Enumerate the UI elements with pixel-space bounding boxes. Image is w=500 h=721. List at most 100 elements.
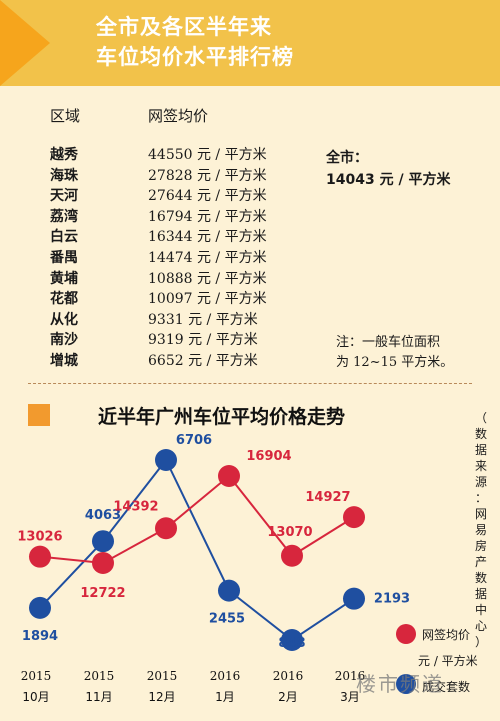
table-row: 从化 9331 元 / 平方米 bbox=[50, 310, 490, 331]
table-row: 增城 6652 元 / 平方米 bbox=[50, 351, 490, 372]
x-tick-label: 11月 bbox=[85, 690, 112, 704]
row-price: 14474 元 / 平方米 bbox=[148, 249, 267, 266]
header-area: 区域 bbox=[50, 107, 81, 125]
header-price: 网签均价 bbox=[148, 107, 209, 125]
x-tick-label: 1月 bbox=[215, 690, 235, 704]
legend-price-label: 网签均价 bbox=[422, 628, 471, 642]
price-series-data-label: 12722 bbox=[80, 586, 125, 601]
source-char: 源 bbox=[474, 475, 487, 489]
row-area: 越秀 bbox=[50, 147, 78, 163]
chart-title-marker-icon bbox=[28, 404, 50, 426]
table-header: 区域 网签均价 bbox=[50, 101, 470, 129]
x-tick-label: 10月 bbox=[22, 690, 49, 704]
price-series-point bbox=[281, 544, 303, 567]
price-series-data-label: 16904 bbox=[246, 449, 291, 464]
row-area: 南沙 bbox=[50, 332, 78, 349]
legend-unit-label: 元 / 平方米 bbox=[418, 654, 478, 668]
price-series-data-label: 13026 bbox=[17, 530, 62, 545]
price-series-data-label: 14927 bbox=[305, 490, 350, 505]
row-area: 海珠 bbox=[50, 167, 78, 184]
row-price: 10888 元 / 平方米 bbox=[148, 270, 267, 287]
note-line-2: 为 12~15 平方米。 bbox=[336, 355, 454, 370]
table-row: 黄埔 10888 元 / 平方米 bbox=[50, 269, 490, 290]
volume-series-point bbox=[92, 530, 114, 553]
header-banner: 全市及各区半年来 车位均价水平排行榜 bbox=[0, 0, 500, 86]
title-line-2: 车位均价水平排行榜 bbox=[96, 45, 294, 69]
row-area: 增城 bbox=[50, 352, 78, 369]
footnote: 注：一般车位面积 为 12~15 平方米。 bbox=[336, 333, 453, 373]
x-tick-label: 2016 bbox=[273, 669, 304, 683]
volume-series-point bbox=[29, 596, 51, 619]
volume-series-data-label: 2455 bbox=[209, 612, 245, 627]
note-line-1: 注：一般车位面积 bbox=[336, 335, 441, 350]
source-char: （ bbox=[474, 411, 487, 425]
row-area: 白云 bbox=[50, 229, 78, 246]
volume-series-point bbox=[155, 449, 177, 471]
row-price: 16794 元 / 平方米 bbox=[148, 208, 267, 225]
row-price: 10097 元 / 平方米 bbox=[148, 291, 267, 308]
table-row: 南沙 9319 元 / 平方米 bbox=[50, 330, 490, 351]
table-row: 荔湾 16794 元 / 平方米 bbox=[50, 207, 490, 228]
row-area: 天河 bbox=[50, 188, 78, 205]
x-tick-label: 2月 bbox=[278, 690, 298, 704]
source-char: 来 bbox=[474, 459, 487, 473]
row-area: 番禺 bbox=[50, 249, 78, 266]
row-price: 6652 元 / 平方米 bbox=[148, 352, 258, 369]
legend-volume-label: 成交套数 bbox=[422, 680, 471, 694]
row-area: 花都 bbox=[50, 291, 78, 308]
watermark: 楼市频道 bbox=[356, 672, 444, 696]
row-price: 44550 元 / 平方米 bbox=[148, 147, 267, 163]
source-char: 数 bbox=[474, 427, 487, 441]
volume-series-point bbox=[343, 587, 365, 610]
x-tick-label: 12月 bbox=[148, 690, 175, 704]
source-char: 产 bbox=[474, 555, 487, 569]
x-tick-label: 3月 bbox=[340, 690, 360, 704]
title-line-1: 全市及各区半年来 bbox=[96, 15, 272, 39]
row-price: 27644 元 / 平方米 bbox=[148, 188, 267, 205]
table-row: 天河 27644 元 / 平方米 bbox=[50, 186, 490, 207]
x-tick-label: 2016 bbox=[210, 669, 241, 683]
row-price: 27828 元 / 平方米 bbox=[148, 167, 267, 184]
source-char: ） bbox=[474, 635, 487, 649]
price-series-point bbox=[29, 545, 51, 568]
price-trend-chart: 1894 4063 6706 2455 848 2193 13026 12722 14392 16… bbox=[17, 433, 410, 704]
source-char: ： bbox=[474, 491, 487, 505]
price-series-point bbox=[218, 465, 240, 487]
section-divider bbox=[28, 383, 472, 384]
table-row: 花都 10097 元 / 平方米 bbox=[50, 289, 490, 310]
x-tick-label: 2015 bbox=[21, 669, 52, 683]
price-series-point bbox=[92, 552, 114, 574]
source-char: 据 bbox=[474, 587, 487, 601]
source-char: 易 bbox=[474, 523, 487, 537]
source-char: 中 bbox=[474, 603, 487, 617]
source-char: 数 bbox=[474, 571, 487, 585]
source-char: 心 bbox=[474, 619, 487, 633]
row-price: 9331 元 / 平方米 bbox=[148, 311, 258, 328]
volume-series-point bbox=[281, 629, 303, 651]
x-tick-label: 2015 bbox=[147, 669, 178, 683]
legend-price-dot bbox=[396, 624, 416, 644]
x-tick-label: 2015 bbox=[84, 669, 115, 683]
source-char: 房 bbox=[474, 539, 487, 553]
row-area: 荔湾 bbox=[50, 208, 78, 225]
row-price: 9319 元 / 平方米 bbox=[148, 332, 258, 349]
legend-volume-dot bbox=[396, 674, 416, 694]
table-row: 越秀 44550 元 / 平方米 bbox=[50, 145, 490, 166]
volume-series-line bbox=[39, 458, 355, 642]
table-row: 白云 16344 元 / 平方米 bbox=[50, 227, 490, 248]
source-char: 网 bbox=[474, 507, 487, 521]
banner-arrow-icon bbox=[0, 0, 50, 86]
volume-series-point bbox=[218, 579, 240, 602]
citywide-average: 全市： 14043 元 / 平方米 bbox=[326, 147, 450, 191]
chart-title: 近半年广州车位平均价格走势 bbox=[98, 406, 346, 428]
table-row: 海珠 27828 元 / 平方米 bbox=[50, 166, 490, 187]
row-area: 黄埔 bbox=[50, 270, 78, 287]
x-tick-label: 2016 bbox=[335, 669, 366, 683]
price-series-point bbox=[343, 506, 365, 529]
volume-series-data-label: 1894 bbox=[22, 629, 58, 644]
volume-series-data-label: 6706 bbox=[176, 433, 212, 448]
table-body: 越秀 44550 元 / 平方米海珠 27828 元 / 平方米天河 27644 元 … bbox=[50, 145, 490, 372]
data-source-note: （数据来源：网易房产数据中心） bbox=[468, 410, 494, 650]
volume-series-data-label: 848 bbox=[278, 636, 305, 651]
volume-series-data-label: 4063 bbox=[85, 508, 121, 523]
